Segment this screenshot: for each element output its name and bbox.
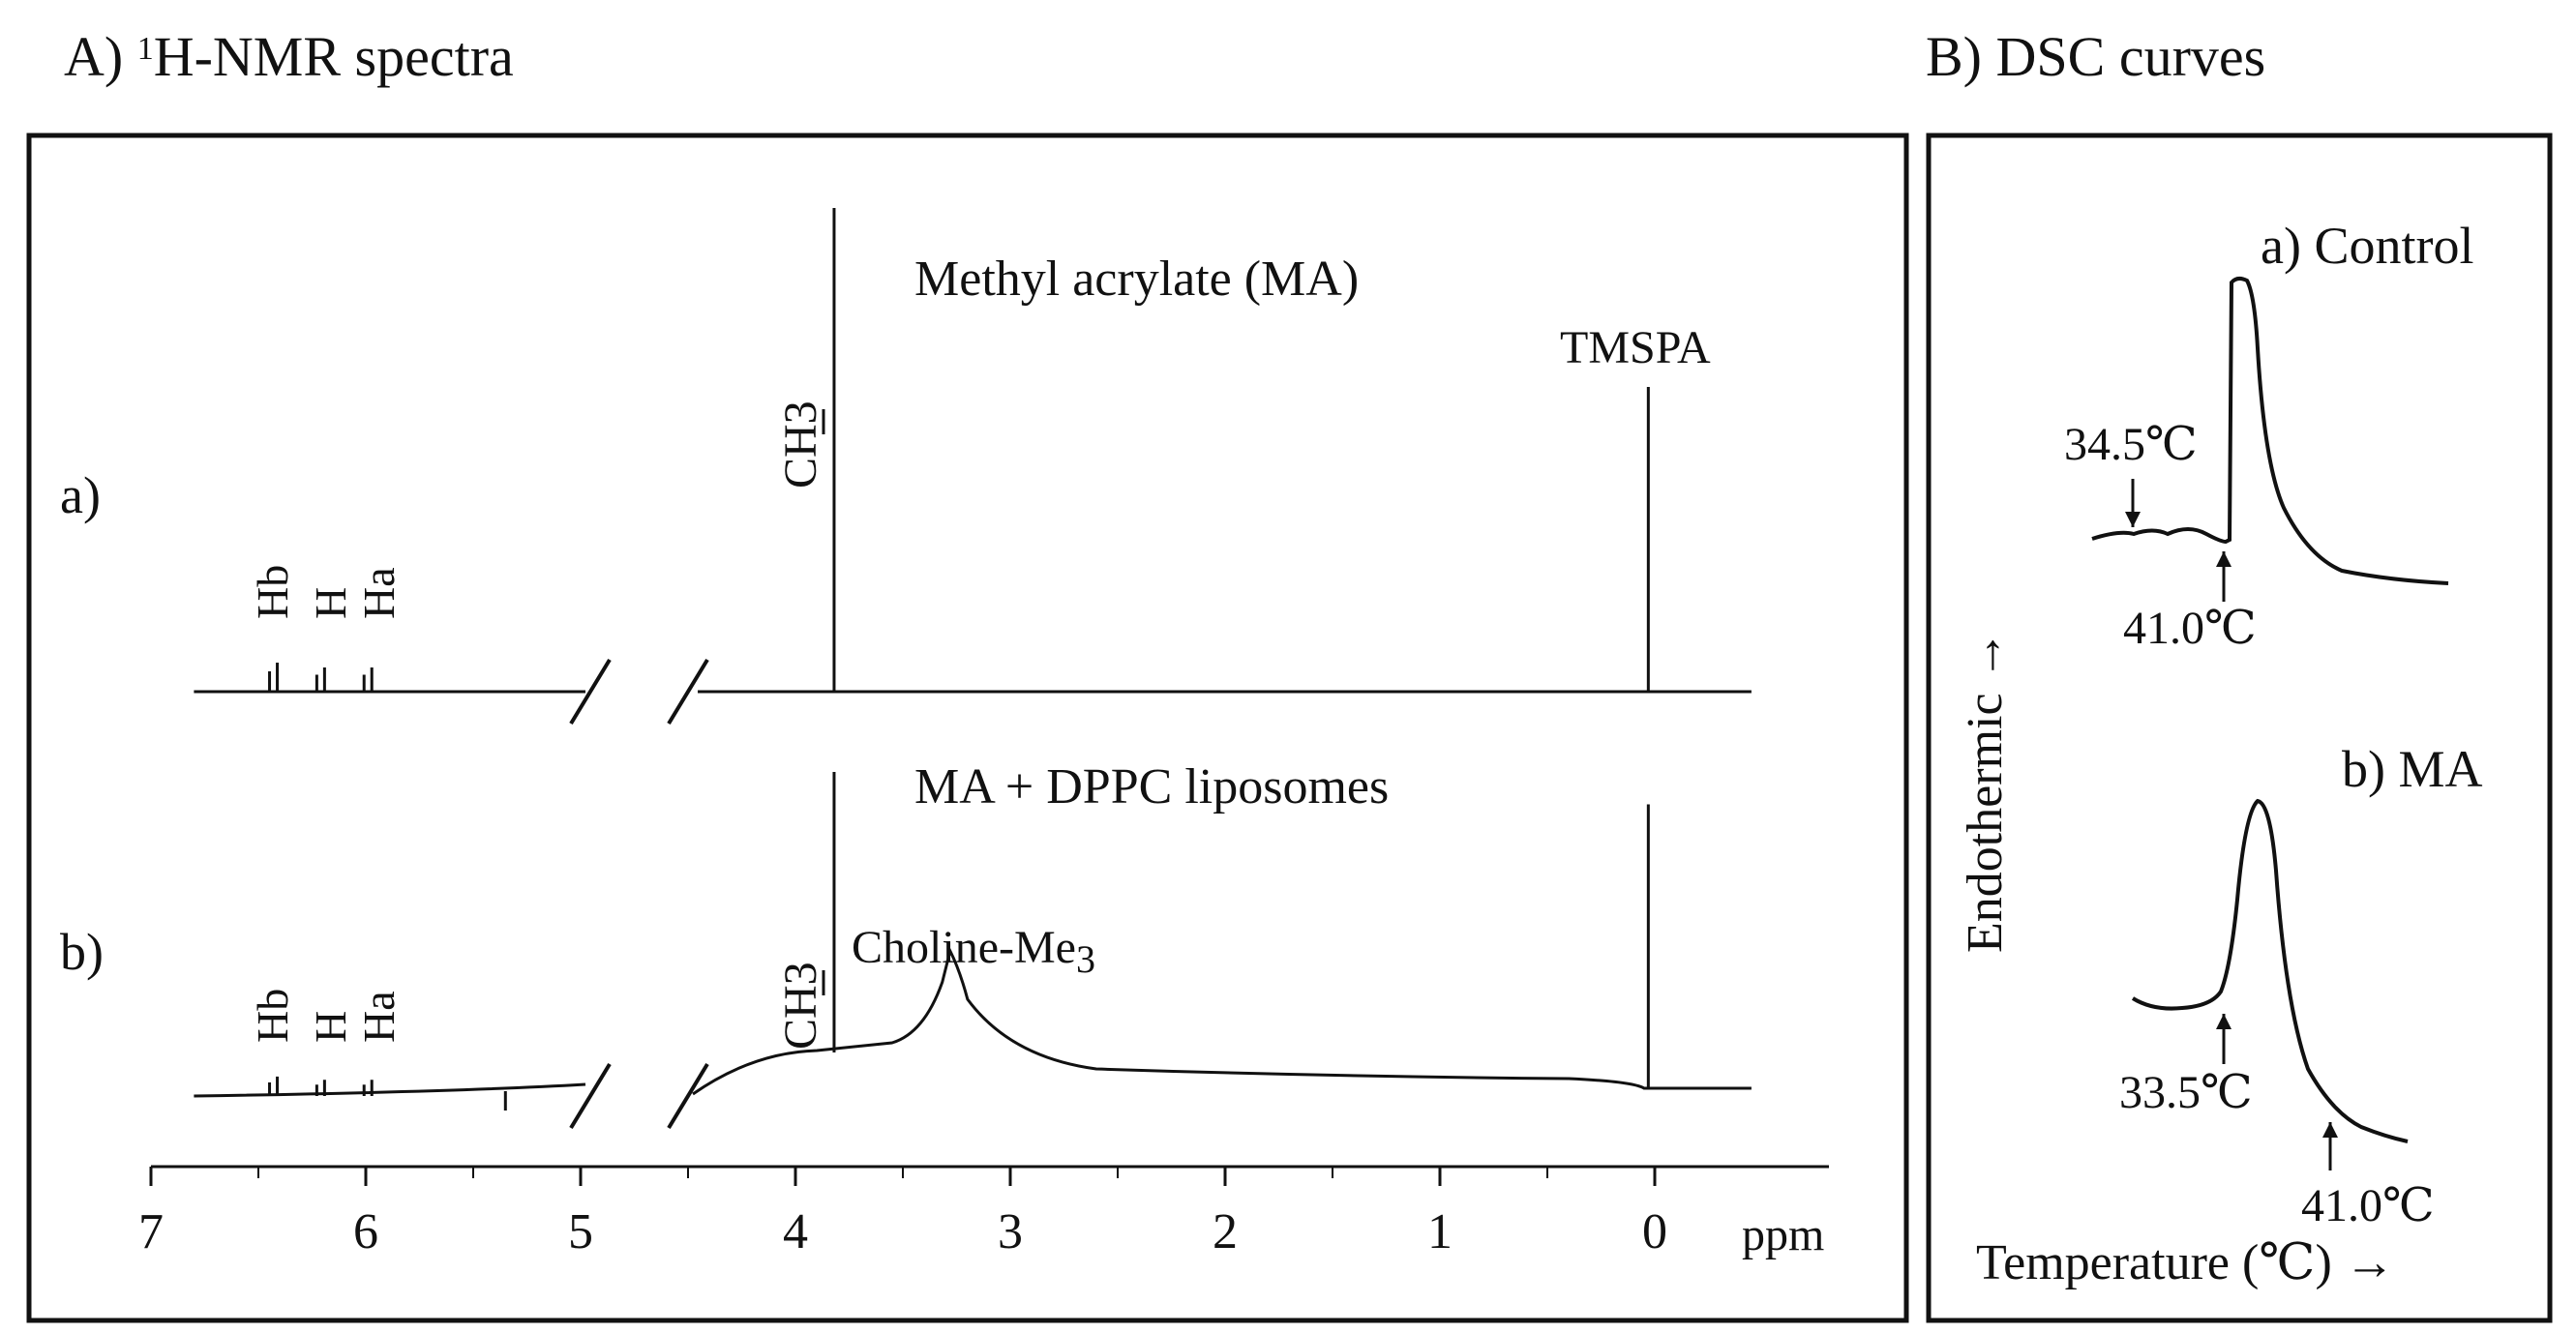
svg-text:H: H [306, 587, 355, 619]
ha-label-a: Ha [354, 567, 404, 619]
choline-label: Choline-Me3 [852, 922, 1095, 981]
dsc-x-label: Temperature (℃) → [1976, 1235, 2395, 1290]
dsc-a-annotation-1: 34.5℃ [2064, 419, 2198, 470]
nmr-tick-label-5: 5 [568, 1204, 593, 1259]
nmr-tick-label-7: 7 [138, 1204, 164, 1259]
spectrum-a-title: Methyl acrylate (MA) [914, 252, 1359, 307]
row-b-label: b) [60, 923, 104, 981]
nmr-x-ticks: 7 6 5 4 3 2 1 0 [138, 1167, 1667, 1259]
svg-text:Endothermic →: Endothermic → [1958, 630, 2013, 953]
axis-break [569, 1062, 709, 1130]
panel-b-frame [1926, 133, 2553, 1323]
nmr-tick-label-1: 1 [1427, 1204, 1453, 1259]
dsc-b-arrow-1 [2216, 1014, 2232, 1064]
baseline-right [692, 946, 1752, 1096]
dsc-curve-a-title: a) Control [2261, 217, 2473, 275]
nmr-tick-label-3: 3 [998, 1204, 1023, 1259]
panel-a-frame [26, 133, 1909, 1323]
ch3-label-a: CH3 [775, 400, 826, 489]
nmr-tick-label-4: 4 [783, 1204, 808, 1259]
baseline-left [194, 1082, 586, 1098]
h-label-b: H [306, 1011, 355, 1043]
nmr-tick-label-6: 6 [353, 1204, 378, 1259]
panel-b-title: B) DSC curves [1926, 25, 2266, 88]
nmr-tick-label-2: 2 [1213, 1204, 1238, 1259]
row-a-label: a) [60, 466, 101, 524]
svg-text:Ha: Ha [354, 567, 404, 619]
panel-a-title: A) 1H-NMR spectra [64, 25, 514, 88]
dsc-b-annotation-1: 33.5℃ [2119, 1067, 2253, 1118]
dsc-b-arrow-2 [2322, 1122, 2338, 1170]
svg-text:Hb: Hb [248, 565, 297, 619]
dsc-curve-b-title: b) MA [2342, 740, 2483, 798]
svg-text:Ha: Ha [354, 991, 404, 1043]
dsc-a-annotation-2: 41.0℃ [2123, 603, 2257, 654]
svg-text:H: H [306, 1011, 355, 1043]
dsc-a-arrow-1 [2125, 479, 2141, 527]
nmr-x-label: ppm [1742, 1209, 1824, 1260]
ha-label-b: Ha [354, 991, 404, 1043]
nmr-tick-label-0: 0 [1642, 1204, 1667, 1259]
h-label-a: H [306, 587, 355, 619]
dsc-curve-b [2131, 798, 2409, 1143]
spectrum-b-title: MA + DPPC liposomes [914, 759, 1389, 815]
ch3-label-b: CH3 [775, 962, 826, 1050]
dsc-curve-a [2091, 276, 2449, 585]
dsc-a-arrow-2 [2216, 551, 2232, 602]
nmr-traces [194, 208, 1752, 1130]
nmr-spectrum-b [194, 772, 1752, 1130]
dsc-arrows [2125, 479, 2338, 1170]
dsc-y-label: Endothermic → [1958, 630, 2013, 953]
svg-text:CH3: CH3 [775, 400, 826, 489]
axis-break [569, 658, 709, 726]
dsc-curves [2091, 276, 2449, 1143]
svg-text:CH3: CH3 [775, 962, 826, 1050]
hb-label-b: Hb [248, 989, 297, 1043]
hb-label-a: Hb [248, 565, 297, 619]
dsc-b-annotation-2: 41.0℃ [2301, 1180, 2435, 1231]
nmr-spectrum-a [194, 208, 1752, 726]
svg-text:Hb: Hb [248, 989, 297, 1043]
tmspa-label: TMSPA [1560, 322, 1711, 373]
